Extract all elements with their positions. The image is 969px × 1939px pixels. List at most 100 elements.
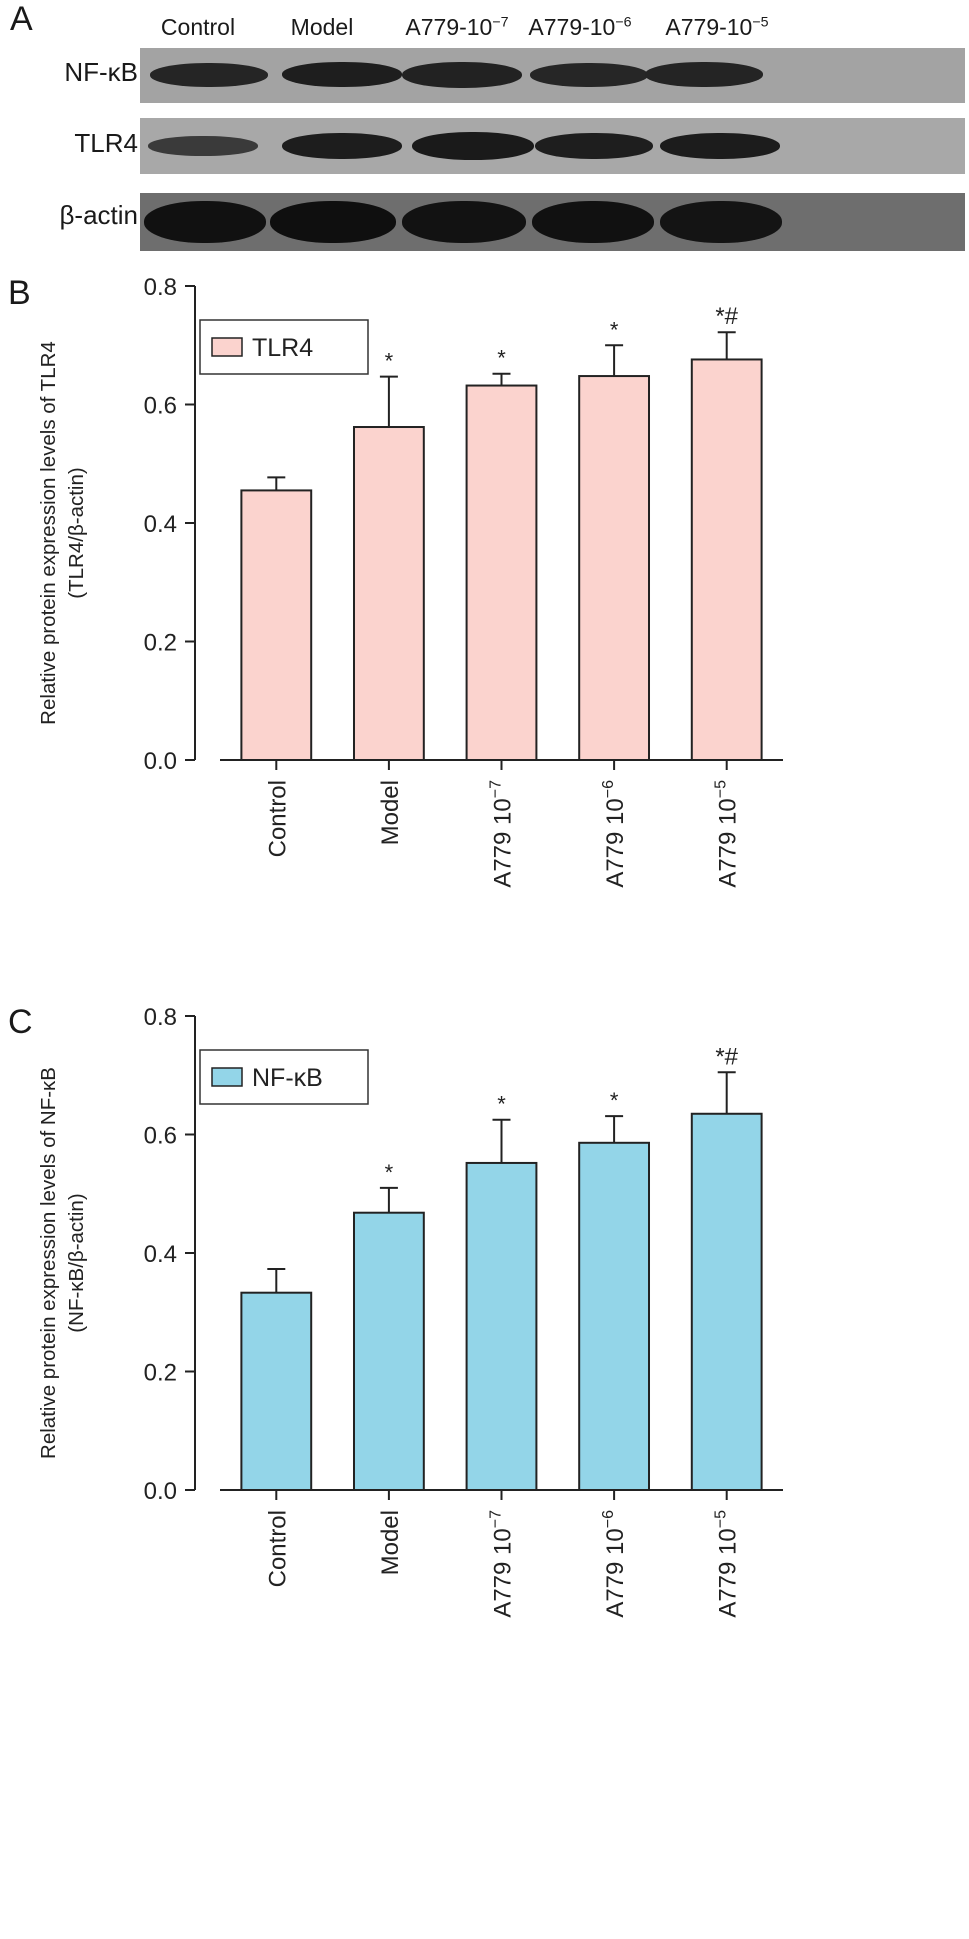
blot-strip-tlr4 [140,118,965,174]
y-tick-label: 0.4 [144,1241,177,1268]
significance-marker: * [385,349,394,374]
blot-band [530,63,648,87]
significance-marker: *# [715,1043,738,1070]
blot-band [144,201,266,243]
significance-marker: * [610,317,619,342]
blot-band [402,201,526,243]
blot-band [402,62,522,88]
x-tick-label: A779 10−6 [600,780,629,888]
blot-band [660,133,780,159]
panel-letter-a: A [10,0,33,38]
legend-label: TLR4 [252,334,313,362]
x-tick-label-exp: −7 [488,1510,505,1528]
blot-band [150,63,268,87]
x-tick-label: A779 10−5 [713,780,742,888]
y-axis-label-unit: (NF-κB/β-actin) [65,1193,88,1332]
x-tick-label-text: A779 10 [602,1528,629,1617]
bar [352,426,425,761]
blot-row-label-nfkb: NF-κB [64,57,138,87]
column-label-text: Control [160,14,236,40]
significance-marker: * [385,1160,394,1185]
bar [352,1211,425,1492]
bar [578,1141,651,1491]
column-label-text: A779-10 [528,14,616,40]
nfkb-bar-chart: 0.0 0.2 0.4 0.6 0.8 Relative protein expressi… [37,1004,783,1618]
blot-band [282,62,402,87]
blot-band [535,133,653,159]
y-axis-label: Relative protein expression levels of TL… [37,341,60,725]
blot-column-label: Model [247,14,397,41]
x-tick-label: A779 10−7 [488,1510,517,1618]
panel-letter-c: C [8,1003,33,1041]
y-tick-label: 0.2 [144,630,177,657]
x-tick-label-exp: −5 [713,780,730,798]
x-tick-label: Model [377,780,404,845]
y-tick-label: 0.4 [144,511,177,538]
y-tick-label: 0.6 [144,393,177,420]
bar [240,489,313,761]
column-label-text: Model [290,14,354,40]
y-tick-label: 0.0 [144,748,177,775]
column-label-text: A779-10 [405,14,493,40]
x-tick-label-exp: −7 [488,780,505,798]
blot-row-label-tlr4: TLR4 [74,128,138,158]
x-tick-label-text: Model [377,1510,404,1575]
blot-band [412,132,534,160]
significance-marker: * [497,346,506,371]
bar [240,1291,313,1492]
blot-column-label: Control [123,14,273,41]
x-tick-label-text: A779 10 [490,1528,517,1617]
blot-strip-nfkb [140,48,965,103]
y-tick-label: 0.2 [144,1360,177,1387]
x-tick-label-exp: −6 [600,1510,617,1528]
y-tick-label: 0.8 [144,274,177,301]
y-tick-label: 0.8 [144,1004,177,1031]
x-tick-label-exp: −6 [600,780,617,798]
column-label-text: A779-10 [665,14,753,40]
y-axis-label-unit: (TLR4/β-actin) [65,467,88,598]
blot-band [270,201,396,243]
x-tick-label: A779 10−5 [713,1510,742,1618]
x-tick-label-text: Control [264,1510,291,1587]
x-tick-label: A779 10−6 [600,1510,629,1618]
bar [465,1161,538,1491]
legend-swatch [211,1067,243,1087]
x-tick-label-text: Control [264,780,291,857]
blot-band [282,133,402,159]
legend-label: NF-κB [252,1064,323,1092]
significance-marker: *# [715,303,738,330]
blot-column-label: A779-10−6 [505,14,655,41]
bar [690,358,763,761]
column-label-exp: −6 [615,14,632,31]
x-tick-label: A779 10−7 [488,780,517,888]
x-tick-label: Control [264,1510,291,1587]
x-tick-label-exp: −5 [713,1510,730,1528]
y-axis-label: Relative protein expression levels of NF… [37,1067,60,1459]
panel-letter-b: B [8,274,31,312]
x-tick-label-text: A779 10 [602,798,629,887]
blot-strip-actin [140,193,965,251]
blot-row-label-actin: β-actin [59,200,138,230]
column-label-exp: −7 [492,14,509,31]
significance-marker: * [497,1092,506,1117]
y-tick-label: 0.6 [144,1123,177,1150]
blot-band [532,201,654,243]
x-tick-label-text: A779 10 [490,798,517,887]
y-tick-label: 0.0 [144,1478,177,1505]
x-tick-label: Model [377,1510,404,1575]
blot-column-label: A779-10−7 [382,14,532,41]
blot-band [148,136,258,156]
tlr4-bar-chart: 0.0 0.2 0.4 0.6 0.8 Relative protein expressi… [37,274,783,888]
blot-band [645,62,763,87]
column-label-exp: −5 [752,14,769,31]
bar [578,375,651,761]
x-tick-label-text: A779 10 [715,798,742,887]
bar [465,384,538,761]
blot-band [660,201,782,243]
significance-marker: * [610,1088,619,1113]
blot-column-label: A779-10−5 [642,14,792,41]
x-tick-label: Control [264,780,291,857]
x-tick-label-text: A779 10 [715,1528,742,1617]
legend-swatch [211,337,243,357]
x-tick-label-text: Model [377,780,404,845]
